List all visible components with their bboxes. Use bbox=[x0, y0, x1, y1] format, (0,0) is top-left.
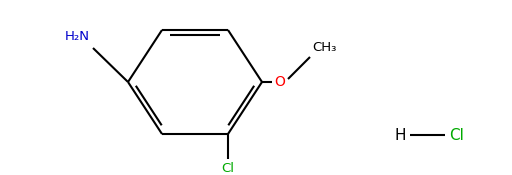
Text: Cl: Cl bbox=[449, 128, 464, 142]
Text: Cl: Cl bbox=[222, 162, 234, 175]
Text: O: O bbox=[274, 75, 285, 89]
Text: H₂N: H₂N bbox=[65, 30, 90, 43]
Text: H: H bbox=[395, 128, 406, 142]
Text: CH₃: CH₃ bbox=[312, 41, 336, 54]
